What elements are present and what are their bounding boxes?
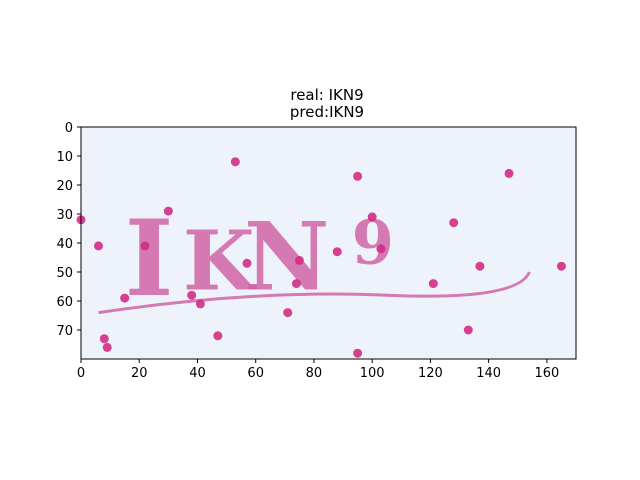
noise-dots (76, 157, 566, 358)
y-tick-label: 0 (65, 121, 73, 136)
noise-dot (291, 279, 301, 289)
noise-dot (463, 325, 473, 335)
noise-dot (163, 206, 173, 216)
noise-dot (93, 241, 103, 251)
captcha-underline-stroke (98, 271, 531, 315)
noise-dot (187, 290, 197, 300)
noise-dot (353, 348, 363, 358)
captcha-image-axes: I KN 9 0 20 40 60 80 100 120 140 160 0 10 20 30 40 50 60… (56, 121, 577, 381)
noise-dot (99, 334, 109, 344)
y-tick-label: 30 (56, 208, 73, 223)
noise-dot (376, 244, 386, 254)
captcha-image-background (81, 127, 576, 359)
x-tick-label: 20 (131, 366, 148, 381)
x-tick-label: 80 (306, 366, 323, 381)
y-tick-label: 20 (56, 179, 73, 194)
captcha-handwriting: I KN 9 (98, 197, 531, 320)
y-tick-label: 70 (56, 324, 73, 339)
x-tick-label: 160 (534, 366, 559, 381)
noise-dot (449, 218, 459, 228)
noise-dot (213, 331, 223, 341)
x-tick-label: 100 (360, 366, 385, 381)
noise-dot (556, 261, 566, 271)
noise-dot (367, 212, 377, 222)
x-tick-label: 60 (247, 366, 264, 381)
x-tick-label: 0 (77, 366, 85, 381)
noise-dot (475, 261, 485, 271)
noise-dot (294, 255, 304, 265)
captcha-glyph: I (125, 197, 174, 320)
noise-dot (230, 157, 240, 167)
y-axis-ticks: 0 10 20 30 40 50 60 70 (56, 121, 81, 339)
noise-dot (195, 299, 205, 309)
noise-dot (120, 293, 130, 303)
noise-dot (242, 258, 252, 268)
y-tick-label: 40 (56, 237, 73, 252)
y-tick-label: 60 (56, 295, 73, 310)
x-tick-label: 140 (476, 366, 501, 381)
noise-dot (353, 171, 363, 181)
noise-dot (332, 247, 342, 257)
x-tick-label: 120 (418, 366, 443, 381)
y-tick-label: 50 (56, 266, 73, 281)
x-tick-label: 40 (189, 366, 206, 381)
noise-dot (102, 342, 112, 352)
noise-dot (140, 241, 150, 251)
noise-dot (428, 279, 438, 289)
title-real: real: IKN9 (290, 86, 363, 104)
noise-dot (504, 168, 514, 178)
x-axis-ticks: 0 20 40 60 80 100 120 140 160 (77, 359, 559, 381)
y-tick-label: 10 (56, 150, 73, 165)
noise-dot (283, 308, 293, 318)
title-pred: pred:IKN9 (290, 103, 364, 121)
